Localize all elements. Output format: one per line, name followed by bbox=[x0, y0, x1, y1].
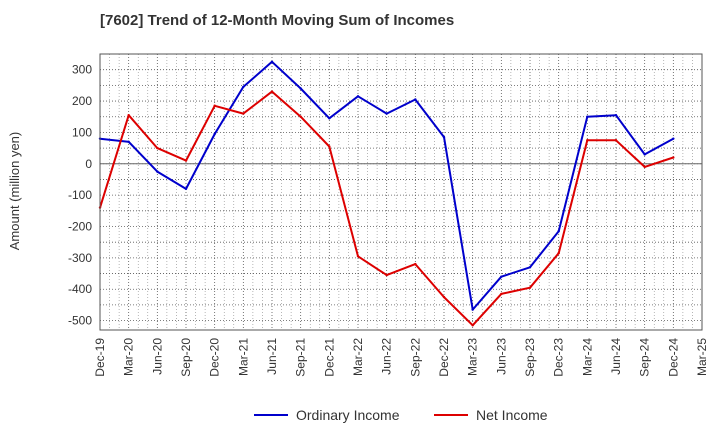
data-point bbox=[127, 113, 130, 117]
x-tick-label: Jun-23 bbox=[494, 338, 508, 375]
x-tick-label: Dec-22 bbox=[437, 338, 451, 377]
data-point bbox=[299, 87, 302, 90]
data-point bbox=[213, 104, 216, 107]
series-layer bbox=[98, 60, 675, 327]
data-point bbox=[385, 112, 388, 115]
data-point bbox=[471, 324, 474, 327]
x-tick-label: Mar-22 bbox=[351, 338, 365, 376]
y-tick-label: -100 bbox=[68, 188, 92, 202]
x-tick-label: Mar-25 bbox=[695, 338, 709, 376]
data-point bbox=[242, 112, 245, 115]
y-tick-label: -200 bbox=[68, 220, 92, 234]
y-axis-label: Amount (million yen) bbox=[7, 132, 22, 251]
plot-frame bbox=[99, 53, 703, 331]
x-tick-label: Sep-24 bbox=[638, 338, 652, 377]
y-tick-labels: 300 200 100 0 -100 -200 -300 -400 -500 bbox=[68, 63, 92, 328]
data-point bbox=[557, 251, 560, 255]
legend-label: Ordinary Income bbox=[296, 407, 400, 423]
y-tick-label: 0 bbox=[85, 157, 92, 171]
data-point bbox=[442, 135, 446, 139]
data-point bbox=[471, 308, 474, 311]
x-tick-label: Dec-21 bbox=[322, 338, 336, 377]
x-tick-label: Jun-24 bbox=[609, 338, 623, 375]
x-tick-label: Jun-21 bbox=[265, 338, 279, 375]
x-tick-label: Jun-20 bbox=[150, 338, 164, 375]
x-tick-label: Sep-21 bbox=[294, 338, 308, 377]
data-point bbox=[586, 139, 589, 142]
y-tick-label: 200 bbox=[72, 94, 92, 108]
x-tick-label: Mar-24 bbox=[580, 338, 594, 376]
data-point bbox=[672, 156, 675, 159]
x-tick-labels: Dec-19 Mar-20 Jun-20 Sep-20 Dec-20 Mar-21 Jun-… bbox=[93, 338, 709, 377]
data-point bbox=[385, 273, 388, 277]
data-point bbox=[500, 292, 503, 296]
x-tick-label: Mar-21 bbox=[236, 338, 250, 376]
y-tick-label: 300 bbox=[72, 63, 92, 77]
data-point bbox=[614, 139, 618, 142]
data-point bbox=[557, 230, 560, 233]
x-tick-label: Jun-22 bbox=[380, 338, 394, 375]
data-point bbox=[672, 137, 675, 140]
x-tick-label: Mar-23 bbox=[466, 338, 480, 376]
data-point bbox=[242, 85, 245, 89]
data-point bbox=[127, 140, 130, 144]
data-point bbox=[184, 159, 188, 162]
data-point bbox=[528, 266, 532, 269]
data-point bbox=[442, 295, 446, 299]
data-point bbox=[328, 117, 331, 120]
data-point bbox=[586, 115, 589, 118]
data-point bbox=[643, 153, 646, 156]
y-tick-label: -400 bbox=[68, 282, 92, 296]
x-tick-label: Mar-20 bbox=[122, 338, 136, 376]
data-point bbox=[414, 262, 417, 266]
x-tick-label: Dec-24 bbox=[666, 338, 680, 377]
data-point bbox=[414, 98, 417, 101]
data-point bbox=[643, 165, 646, 169]
chart-title: [7602] Trend of 12-Month Moving Sum of I… bbox=[100, 12, 455, 29]
data-point bbox=[328, 145, 331, 148]
grid-layer bbox=[99, 54, 703, 330]
data-point bbox=[270, 60, 274, 64]
y-tick-label: -500 bbox=[68, 314, 92, 328]
data-point bbox=[299, 115, 302, 118]
data-point bbox=[614, 113, 618, 117]
x-tick-label: Dec-23 bbox=[552, 338, 566, 377]
x-tick-label: Sep-20 bbox=[179, 338, 193, 377]
data-point bbox=[356, 95, 360, 98]
data-point bbox=[270, 90, 274, 93]
data-point bbox=[356, 255, 360, 258]
x-tick-label: Sep-22 bbox=[408, 338, 422, 377]
data-point bbox=[156, 170, 159, 173]
x-tick-label: Dec-19 bbox=[93, 338, 107, 377]
data-point bbox=[528, 286, 532, 289]
x-tick-label: Sep-23 bbox=[523, 338, 537, 377]
data-point bbox=[500, 275, 503, 278]
y-tick-label: 100 bbox=[72, 125, 92, 139]
data-point bbox=[184, 187, 188, 191]
legend-label: Net Income bbox=[476, 407, 548, 423]
series-line-ordinary-income bbox=[99, 60, 674, 311]
x-tick-label: Dec-20 bbox=[208, 338, 222, 377]
y-tick-label: -300 bbox=[68, 251, 92, 265]
legend: Ordinary Income Net Income bbox=[254, 407, 548, 423]
data-point bbox=[156, 146, 159, 150]
data-point bbox=[213, 132, 216, 136]
